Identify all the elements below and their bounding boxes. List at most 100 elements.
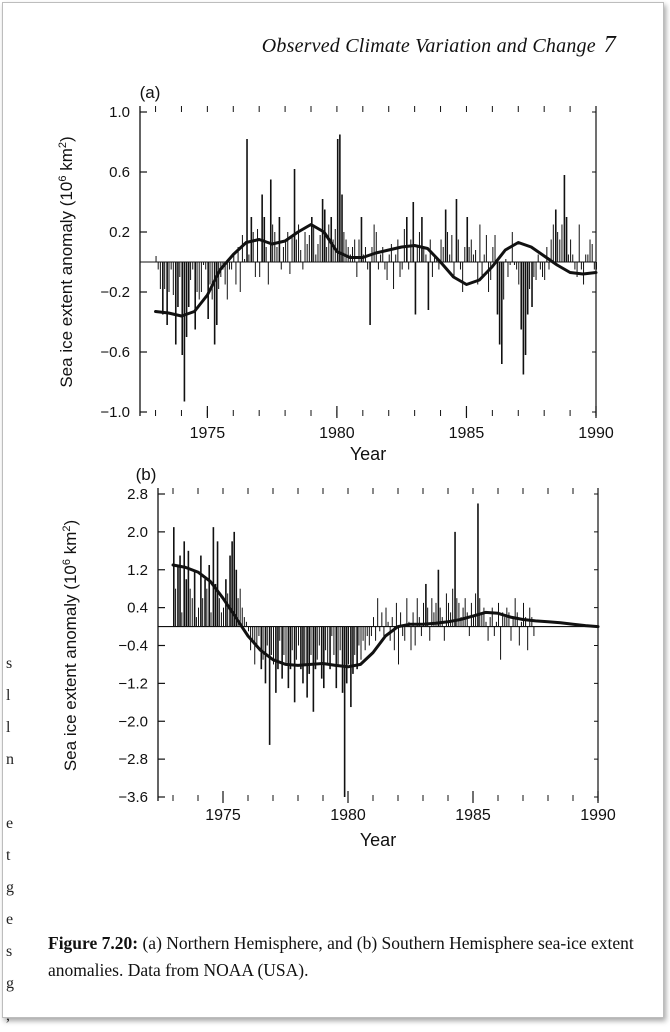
anomaly-bar xyxy=(380,254,382,262)
anomaly-bar xyxy=(501,262,503,364)
anomaly-bar xyxy=(352,247,354,262)
anomaly-bar xyxy=(233,254,235,262)
anomaly-bar xyxy=(427,262,430,310)
anomaly-bar xyxy=(341,626,344,693)
caption-text: (a) Northern Hemisphere, and (b) Souther… xyxy=(48,933,634,980)
anomaly-bar xyxy=(203,262,205,265)
anomaly-bar xyxy=(177,262,179,307)
anomaly-bar xyxy=(443,626,445,641)
anomaly-bar xyxy=(485,621,487,627)
margin-glyph: s xyxy=(6,943,13,960)
anomaly-bar xyxy=(291,235,293,262)
anomaly-bar xyxy=(194,262,197,330)
anomaly-bar xyxy=(420,626,422,637)
anomaly-bar xyxy=(452,588,454,627)
anomaly-bar xyxy=(483,254,485,262)
anomaly-bar xyxy=(190,262,192,280)
anomaly-bar xyxy=(395,602,397,627)
anomaly-bar xyxy=(323,626,325,689)
anomaly-bar xyxy=(512,617,514,627)
x-tick-label: 1980 xyxy=(319,425,355,442)
margin-glyph: l xyxy=(6,719,11,736)
anomaly-bar xyxy=(261,194,263,262)
anomaly-bar xyxy=(235,262,237,285)
anomaly-bar xyxy=(466,612,468,627)
anomaly-bar xyxy=(198,607,199,627)
anomaly-bar xyxy=(282,247,284,262)
anomaly-bar xyxy=(503,262,505,300)
margin-glyph: g xyxy=(6,879,14,896)
anomaly-bar xyxy=(457,239,459,262)
anomaly-bar xyxy=(306,626,308,698)
anomaly-bar xyxy=(400,612,402,627)
anomaly-bar xyxy=(495,621,497,627)
anomaly-bar xyxy=(425,254,427,262)
anomaly-bar xyxy=(208,565,211,627)
anomaly-bar xyxy=(220,612,222,627)
anomaly-bar xyxy=(454,531,456,627)
anomaly-bar xyxy=(421,217,423,262)
anomaly-bar xyxy=(317,244,319,262)
anomaly-bar xyxy=(274,232,276,262)
anomaly-bar xyxy=(334,229,336,262)
anomaly-bar xyxy=(316,626,318,660)
anomaly-bar xyxy=(170,262,172,270)
anomaly-bar xyxy=(293,169,296,262)
anomaly-bar xyxy=(181,262,184,355)
anomaly-bar xyxy=(193,569,196,627)
y-tick-label: −2.8 xyxy=(118,751,148,768)
anomaly-bar xyxy=(185,262,188,337)
anomaly-bar xyxy=(248,254,250,262)
anomaly-bar xyxy=(527,626,529,651)
anomaly-bar xyxy=(487,626,489,641)
anomaly-bar xyxy=(187,262,190,307)
anomaly-bar xyxy=(243,617,245,627)
anomaly-bar xyxy=(576,262,578,277)
anomaly-bar xyxy=(481,262,483,277)
anomaly-bar xyxy=(464,598,466,627)
anomaly-bar xyxy=(500,626,502,660)
anomaly-bar xyxy=(427,607,429,627)
anomaly-bar xyxy=(412,202,415,262)
anomaly-bar xyxy=(339,626,341,651)
anomaly-bar xyxy=(237,247,239,262)
anomaly-bar xyxy=(444,209,447,262)
anomaly-bar xyxy=(531,262,533,307)
anomaly-bar xyxy=(216,541,219,627)
anomaly-bar xyxy=(533,626,535,637)
anomaly-bar xyxy=(278,217,281,262)
margin-glyph xyxy=(6,776,26,808)
margin-glyph: g xyxy=(6,975,14,992)
anomaly-bar xyxy=(456,598,458,627)
anomaly-bar xyxy=(550,239,552,262)
anomaly-bar xyxy=(483,607,485,627)
anomaly-bar xyxy=(341,194,343,262)
anomaly-bar xyxy=(589,239,591,262)
anomaly-bar xyxy=(542,262,544,277)
anomaly-bar xyxy=(520,621,522,627)
y-tick-label: 0.4 xyxy=(127,600,148,617)
x-tick-label: 1975 xyxy=(190,425,226,442)
y-tick-label: 1.2 xyxy=(127,562,148,579)
anomaly-bar xyxy=(329,626,331,670)
anomaly-bar xyxy=(360,217,363,262)
anomaly-bar xyxy=(332,239,334,262)
anomaly-bar xyxy=(433,612,435,627)
y-tick-label: −0.4 xyxy=(118,638,148,655)
anomaly-bar xyxy=(289,262,291,274)
anomaly-bar xyxy=(516,262,518,270)
anomaly-bar xyxy=(226,262,228,300)
anomaly-bar xyxy=(398,626,399,665)
anomaly-bar xyxy=(166,262,168,325)
anomaly-bar xyxy=(502,612,504,627)
anomaly-bar xyxy=(383,626,385,637)
anomaly-bar xyxy=(596,262,597,270)
anomaly-bar xyxy=(377,598,379,627)
figure-caption: Figure 7.20: (a) Northern Hemisphere, an… xyxy=(48,930,638,984)
anomaly-bar xyxy=(464,247,466,262)
chart-southern-hemisphere: (b) 2.8 2.0 1.2 0.4 −0.4 −1.2 −2.0 −2.8 −3.6 1975 1… xyxy=(61,465,616,850)
anomaly-bar xyxy=(514,598,516,627)
page-border xyxy=(2,2,664,1018)
anomaly-bar xyxy=(302,262,304,270)
anomaly-bar xyxy=(429,626,431,641)
